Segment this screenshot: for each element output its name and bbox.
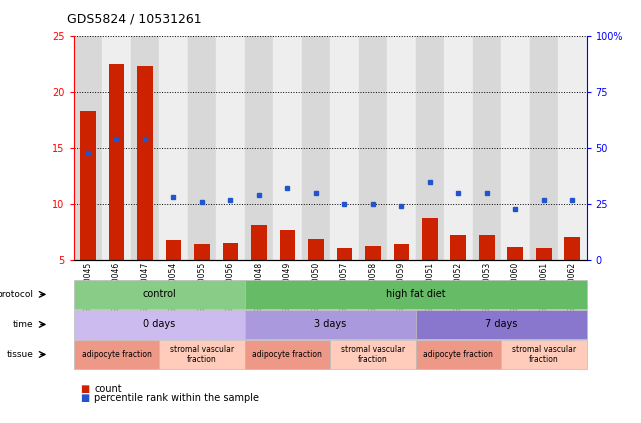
Bar [216,36,245,260]
Bar [74,36,102,260]
Text: control: control [142,289,176,299]
Text: tissue: tissue [6,350,33,359]
Bar [188,36,216,260]
Bar [245,36,273,260]
Bar [165,240,181,260]
Bar [472,36,501,260]
Bar [108,64,124,260]
Bar [415,36,444,260]
Bar [444,36,472,260]
Bar [387,36,415,260]
Bar [80,111,96,260]
Bar [558,36,587,260]
Bar [451,236,466,260]
Bar [137,66,153,260]
Bar [308,239,324,260]
Bar [102,36,131,260]
Text: count: count [94,384,122,394]
Text: percentile rank within the sample: percentile rank within the sample [94,393,259,404]
Text: GDS5824 / 10531261: GDS5824 / 10531261 [67,13,202,26]
Text: ■: ■ [80,393,89,404]
Text: protocol: protocol [0,290,33,299]
Text: stromal vascular
fraction: stromal vascular fraction [512,345,576,364]
Text: stromal vascular
fraction: stromal vascular fraction [170,345,234,364]
Text: time: time [13,320,33,329]
Bar [330,36,358,260]
Text: 7 days: 7 days [485,319,517,330]
Bar [302,36,330,260]
Bar [479,236,495,260]
Text: adipocyte fraction: adipocyte fraction [81,350,151,359]
Bar [358,36,387,260]
Bar [337,248,352,260]
Bar [536,248,552,260]
Bar [194,244,210,260]
Bar [394,244,409,260]
Text: high fat diet: high fat diet [386,289,445,299]
Bar [273,36,302,260]
Bar [159,36,188,260]
Text: adipocyte fraction: adipocyte fraction [253,350,322,359]
Bar [131,36,159,260]
Bar [501,36,529,260]
Bar [279,230,296,260]
Bar [365,246,381,260]
Bar [251,225,267,260]
Text: 3 days: 3 days [314,319,346,330]
Text: 0 days: 0 days [143,319,175,330]
Bar [222,243,238,260]
Text: adipocyte fraction: adipocyte fraction [423,350,494,359]
Bar [529,36,558,260]
Bar [422,217,438,260]
Bar [508,247,523,260]
Bar [565,236,580,260]
Text: ■: ■ [80,384,89,394]
Text: stromal vascular
fraction: stromal vascular fraction [341,345,405,364]
